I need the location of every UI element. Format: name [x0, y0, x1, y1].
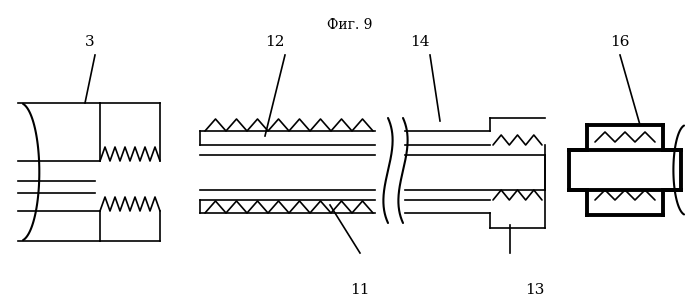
Text: 14: 14 [410, 35, 430, 49]
Text: 13: 13 [526, 283, 545, 297]
Text: 16: 16 [610, 35, 630, 49]
Text: 11: 11 [350, 283, 370, 297]
Text: 3: 3 [85, 35, 95, 49]
Text: Фиг. 9: Фиг. 9 [327, 18, 373, 32]
Text: 12: 12 [265, 35, 284, 49]
